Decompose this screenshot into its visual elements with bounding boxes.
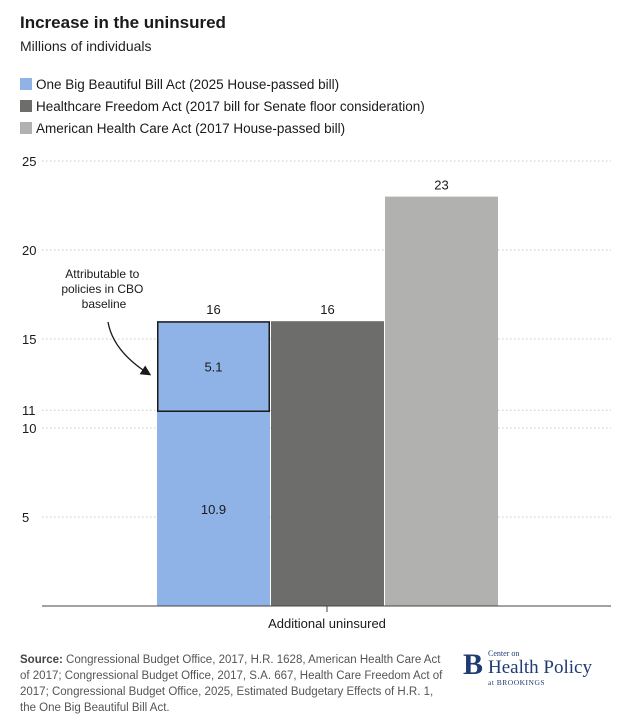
bar-value-label: 16 [320,302,334,317]
bar-segment [157,411,270,606]
annotation-text: Attributable to policies in CBO baseline [61,267,146,311]
bar-segment [157,321,270,412]
source-label: Source: [20,654,63,666]
legend-item-hfa: Healthcare Freedom Act (2017 bill for Se… [20,95,425,117]
y-tick-label: 15 [22,332,36,347]
annotation-line: baseline [82,297,127,311]
y-tick-label: 10 [22,421,36,436]
annotation-line: Attributable to [65,267,139,281]
y-tick-label: 20 [22,243,36,258]
y-tick-label: 5 [22,510,29,525]
x-axis-label: Additional uninsured [268,616,386,631]
logo-mark: B [463,648,484,681]
legend-item-obbba: One Big Beautiful Bill Act (2025 House-p… [20,73,425,95]
logo-line3: at BROOKINGS [488,678,546,687]
source-note: Source: Congressional Budget Office, 201… [20,652,450,716]
legend-label: Healthcare Freedom Act (2017 bill for Se… [36,98,425,114]
legend-swatch [20,122,32,134]
segment-value-label: 5.1 [204,360,222,375]
y-tick-label: 25 [22,154,36,169]
bar [385,196,498,606]
chart-title: Increase in the uninsured [20,13,226,32]
y-tick-label: 11 [22,403,36,418]
legend: One Big Beautiful Bill Act (2025 House-p… [20,73,425,139]
logo-line1: Center on [488,649,520,658]
chart-subtitle: Millions of individuals [20,38,152,54]
bar-value-label: 16 [206,302,220,317]
bar-chart: 5 10 11 15 20 25 10.9 5.1 16 16 23 Attributable to… [22,154,611,631]
legend-item-ahca: American Health Care Act (2017 House-pas… [20,117,425,139]
brookings-logo: B Center on Health Policy at BROOKINGS [463,648,592,688]
legend-label: One Big Beautiful Bill Act (2025 House-p… [36,76,340,92]
bar-value-label: 23 [434,178,448,193]
legend-swatch [20,78,32,90]
logo-line2: Health Policy [488,657,592,678]
segment-value-label: 10.9 [201,502,226,517]
bars [42,196,611,612]
source-text: Congressional Budget Office, 2017, H.R. … [20,654,443,714]
labels: 5 10 11 15 20 25 10.9 5.1 16 16 23 [22,154,449,525]
annotation-line: policies in CBO [61,282,143,296]
bar [271,321,384,606]
legend-swatch [20,100,32,112]
legend-label: American Health Care Act (2017 House-pas… [36,120,346,136]
annotation-arrow [107,321,152,376]
attributable-segment-outline [157,321,270,412]
